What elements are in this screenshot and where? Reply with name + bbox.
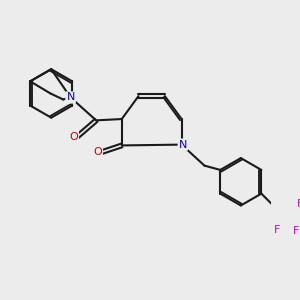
Text: F: F bbox=[292, 226, 299, 236]
Text: N: N bbox=[179, 140, 187, 150]
Text: F: F bbox=[297, 200, 300, 209]
Text: O: O bbox=[93, 147, 102, 157]
Text: N: N bbox=[66, 92, 75, 103]
Text: O: O bbox=[69, 132, 78, 142]
Text: F: F bbox=[274, 225, 280, 235]
